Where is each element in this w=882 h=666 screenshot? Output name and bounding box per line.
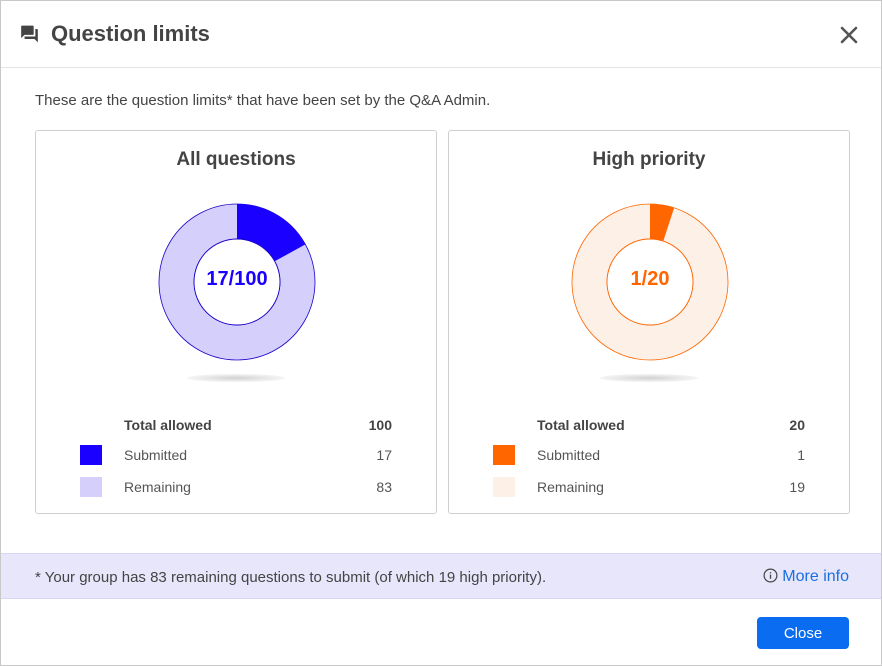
- donut-hole: [193, 238, 281, 326]
- dialog-title: Question limits: [51, 21, 210, 46]
- close-icon[interactable]: [835, 21, 863, 49]
- donut-center-label: 1/20: [630, 268, 670, 290]
- remaining-value: 19: [789, 479, 805, 495]
- card-title: All questions: [176, 149, 296, 170]
- submitted-label: Submitted: [124, 447, 188, 463]
- total-row: Total allowed 20: [449, 415, 849, 437]
- remaining-swatch: [80, 477, 102, 497]
- donut-center-label: 17/100: [206, 268, 268, 290]
- donut-chart: [571, 203, 729, 361]
- card-high-priority: High priority 1/20 Total allowed 20 Subm…: [448, 130, 850, 514]
- more-info-link[interactable]: More info: [763, 568, 849, 586]
- info-icon: [763, 568, 778, 583]
- remaining-row: Remaining 19: [449, 477, 849, 499]
- submitted-value: 1: [797, 447, 805, 463]
- submitted-label: Submitted: [537, 447, 601, 463]
- submitted-value: 17: [376, 447, 392, 463]
- submitted-row: Submitted 17: [36, 445, 436, 467]
- total-row: Total allowed 100: [36, 415, 436, 437]
- submitted-slice: [237, 204, 306, 262]
- remaining-swatch: [493, 477, 515, 497]
- donut-shadow: [600, 374, 698, 382]
- submitted-slice: [650, 204, 675, 242]
- more-info-label: More info: [782, 568, 849, 585]
- close-button[interactable]: Close: [757, 617, 849, 649]
- total-value: 20: [789, 417, 805, 433]
- chat-bubbles-icon: [21, 25, 38, 43]
- card-title: High priority: [592, 149, 706, 170]
- remaining-label: Remaining: [124, 479, 191, 495]
- remaining-value: 83: [376, 479, 392, 495]
- limits-note-bar: * Your group has 83 remaining questions …: [1, 553, 881, 599]
- intro-text: These are the question limits* that have…: [35, 92, 491, 109]
- total-label: Total allowed: [537, 417, 625, 433]
- submitted-swatch: [493, 445, 515, 465]
- remaining-label: Remaining: [537, 479, 604, 495]
- limits-note: * Your group has 83 remaining questions …: [35, 569, 547, 586]
- donut-hole: [606, 238, 694, 326]
- submitted-swatch: [80, 445, 102, 465]
- card-all-questions: All questions 17/100 Total allowed 100 S…: [35, 130, 437, 514]
- remaining-row: Remaining 83: [36, 477, 436, 499]
- total-value: 100: [368, 417, 392, 433]
- total-label: Total allowed: [124, 417, 212, 433]
- dialog-header: Question limits: [1, 1, 881, 68]
- submitted-row: Submitted 1: [449, 445, 849, 467]
- donut-shadow: [187, 374, 285, 382]
- donut-chart: [158, 203, 316, 361]
